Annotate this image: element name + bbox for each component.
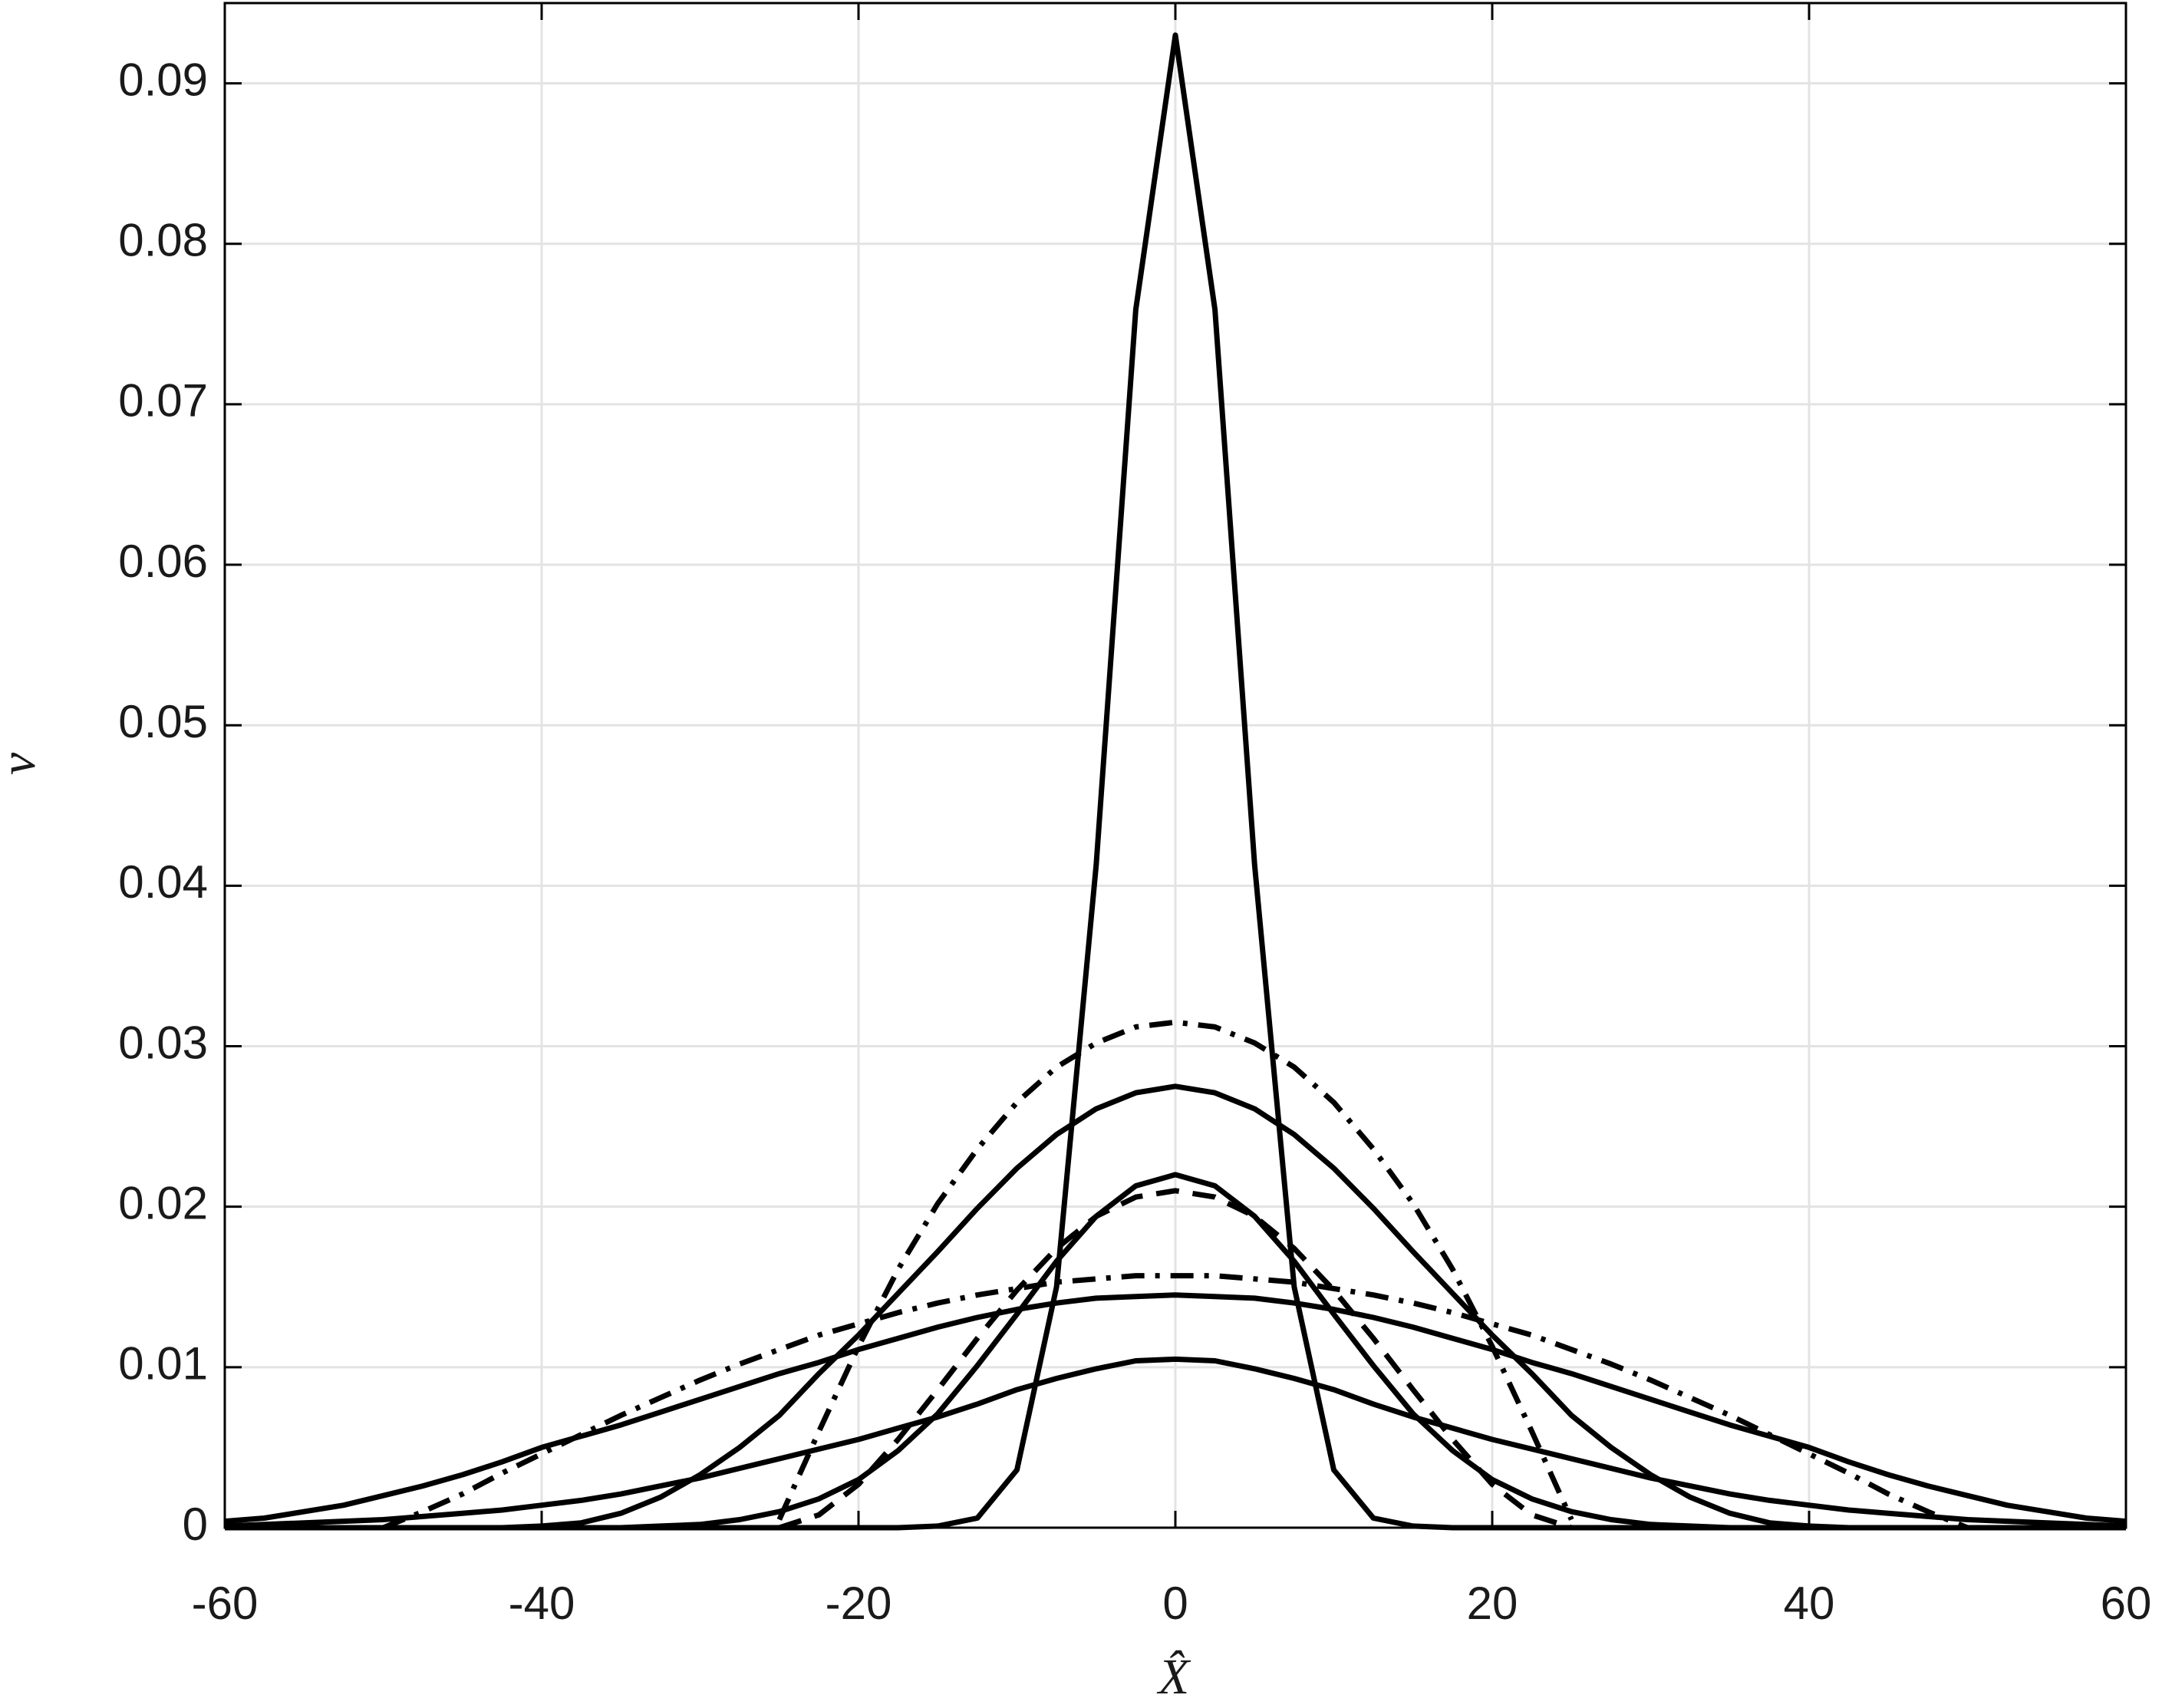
series-line [224, 1356, 2127, 1529]
y-tick-label: 0.01 [118, 1338, 208, 1390]
y-tick-label: 0.07 [118, 375, 208, 427]
series-line [382, 1273, 1969, 1531]
grid [223, 3, 2127, 1529]
y-tick-label: 0.06 [118, 536, 208, 587]
y-tick-label: 0.03 [118, 1017, 208, 1068]
x-tick-label: -60 [192, 1578, 259, 1629]
x-tick-label: 20 [1467, 1578, 1518, 1629]
y-tick-label: 0.09 [118, 54, 208, 105]
x-tick-label: 60 [2101, 1578, 2152, 1629]
series-line [776, 1019, 1574, 1521]
series-line [224, 1292, 2127, 1525]
y-axis-label: v [0, 752, 46, 775]
x-tick-label: 40 [1784, 1578, 1835, 1629]
y-tick-label: 0.08 [118, 215, 208, 266]
x-tick-label: 0 [1162, 1578, 1188, 1629]
y-tick-label: 0.05 [118, 696, 208, 747]
y-tick-label: 0.02 [118, 1178, 208, 1229]
y-tick-label: 0.04 [118, 856, 208, 908]
x-axis-label: X̂ [1156, 1649, 1191, 1705]
ticks: -60 -40 -20 0 20 40 60 0 0.01 0.02 0.03 0.04 0.05 0.0… [118, 3, 2151, 1629]
y-tick-label: 0 [183, 1499, 208, 1550]
x-tick-label: -20 [826, 1578, 892, 1629]
x-tick-label: -40 [509, 1578, 575, 1629]
